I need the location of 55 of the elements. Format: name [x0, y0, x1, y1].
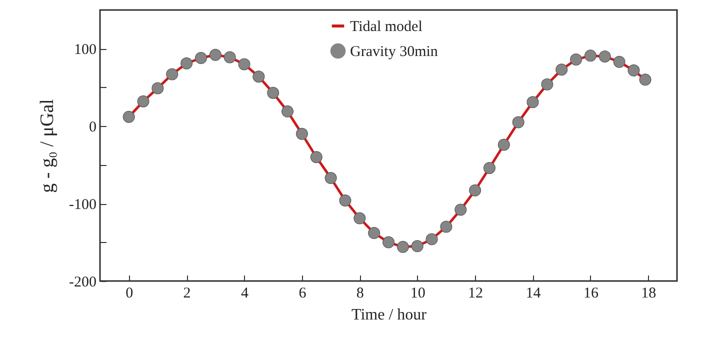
x-tick-label: 12 — [468, 286, 484, 302]
x-tick-label: 0 — [126, 286, 134, 302]
point — [354, 212, 366, 224]
y-tick-label: -100 — [69, 197, 96, 214]
point — [224, 51, 236, 64]
legend-label: Gravity 30min — [350, 44, 438, 60]
point — [454, 204, 467, 216]
point — [339, 194, 352, 206]
point — [570, 54, 582, 66]
point — [613, 56, 626, 68]
point — [498, 138, 510, 151]
point — [267, 86, 280, 99]
point — [411, 240, 424, 252]
point — [137, 95, 150, 108]
point — [526, 96, 539, 108]
point — [122, 110, 135, 123]
point — [396, 240, 409, 253]
point — [296, 128, 308, 140]
x-tick-label: 8 — [356, 286, 364, 302]
point — [628, 64, 640, 76]
point — [209, 48, 222, 61]
legend-label: Tidal model — [350, 19, 422, 35]
point — [180, 57, 193, 70]
point — [541, 78, 554, 90]
point — [556, 64, 568, 76]
point — [252, 70, 265, 83]
point — [440, 220, 452, 233]
point — [512, 116, 524, 128]
point — [166, 68, 178, 80]
y-axis-title: g - g₀ / μGal — [37, 99, 58, 193]
point — [368, 227, 380, 239]
x-tick-label: 18 — [641, 286, 656, 302]
point — [469, 184, 482, 196]
y-tick-label: 0 — [89, 120, 96, 136]
point — [426, 233, 438, 246]
x-tick-label: 4 — [241, 286, 249, 302]
point — [598, 50, 611, 62]
point — [639, 74, 652, 86]
y-tick-label: -200 — [69, 274, 96, 290]
x-tick-label: 16 — [583, 286, 599, 302]
point — [238, 58, 250, 70]
x-tick-label: 2 — [183, 286, 191, 302]
point — [483, 162, 496, 174]
point — [152, 82, 164, 94]
point — [382, 236, 394, 248]
y-tick-label: 100 — [74, 42, 96, 58]
x-tick-label: 10 — [410, 286, 426, 302]
x-tick-label: 6 — [298, 286, 307, 302]
point — [282, 105, 294, 118]
point — [194, 52, 207, 64]
point — [584, 50, 596, 62]
x-axis-title: Time / hour — [352, 306, 428, 324]
point — [324, 172, 337, 184]
point — [310, 151, 322, 164]
x-tick-label: 14 — [526, 286, 542, 302]
